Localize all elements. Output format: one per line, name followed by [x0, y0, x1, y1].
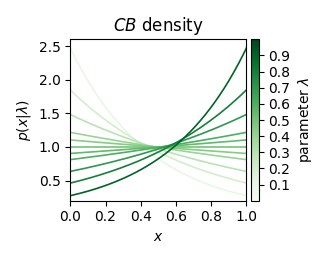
Y-axis label: $p(x|\lambda)$: $p(x|\lambda)$: [15, 99, 33, 141]
Y-axis label: parameter $\lambda$: parameter $\lambda$: [296, 77, 314, 163]
X-axis label: $x$: $x$: [153, 230, 164, 244]
Title: $\mathit{CB}$ density: $\mathit{CB}$ density: [113, 15, 204, 37]
